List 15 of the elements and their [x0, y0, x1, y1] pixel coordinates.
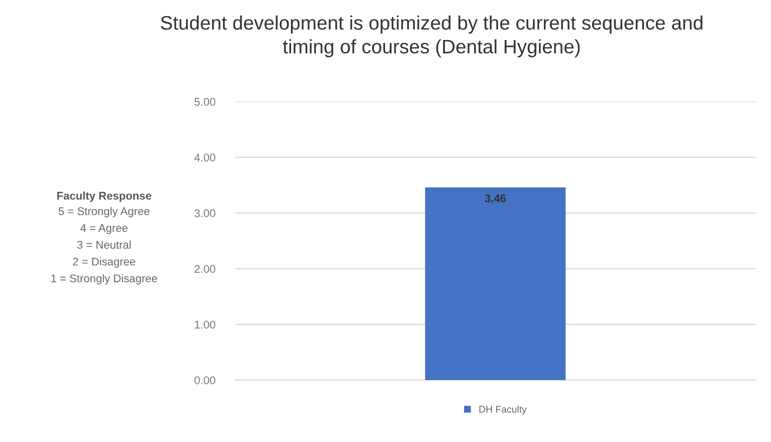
legend-label: DH Faculty [479, 406, 527, 415]
text: 1 = Strongly Disagree [51, 274, 158, 285]
data-label: 3.46 [484, 194, 506, 202]
y-tick-label: 2.00 [194, 265, 216, 273]
y-tick-label: 1.00 [194, 320, 216, 329]
text: 2 = Disagree [72, 257, 136, 268]
y-tick-label: 5.00 [194, 98, 216, 106]
text: 5 = Strongly Agree [58, 206, 150, 218]
y-tick-label: 4.00 [194, 154, 216, 162]
y-tick-label: 3.00 [194, 209, 216, 218]
text: 3 = Neutral [77, 240, 131, 249]
y-axis-title: Faculty Response [57, 192, 152, 202]
text: 4 = Agree [80, 224, 128, 234]
chart-title: Student development is optimized by the current sequence and timing of courses (Dental Hygiene) [160, 15, 702, 58]
y-tick-label: 0.00 [194, 376, 216, 384]
